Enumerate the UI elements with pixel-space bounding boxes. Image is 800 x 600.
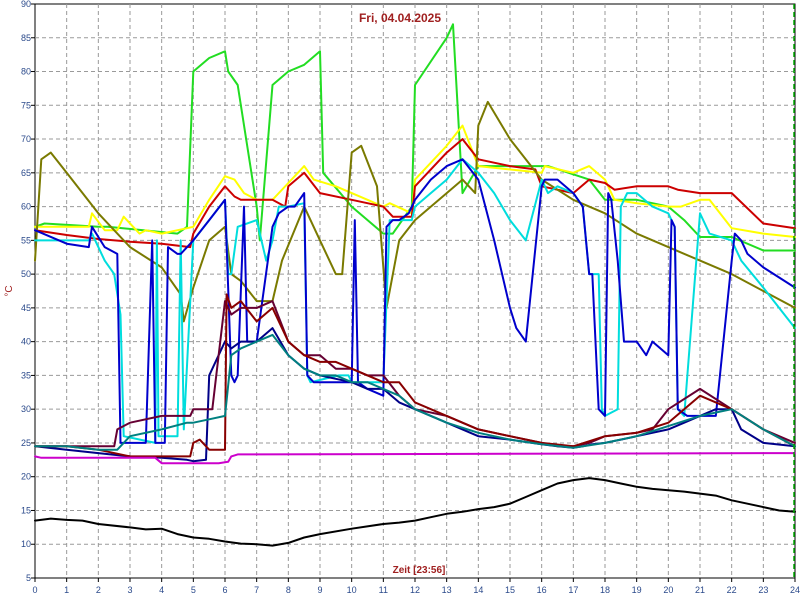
x-tick-label: 19 <box>632 585 642 595</box>
x-tick-label: 15 <box>505 585 515 595</box>
x-tick-label: 17 <box>568 585 578 595</box>
series-line-5 <box>34 158 796 444</box>
y-tick-label: 70 <box>21 134 31 144</box>
y-tick-label: 65 <box>21 168 31 178</box>
x-tick-label: 16 <box>537 585 547 595</box>
x-tick-label: 14 <box>473 585 483 595</box>
y-tick-label: 35 <box>21 370 31 380</box>
series-line-3 <box>34 138 796 249</box>
x-tick-label: 9 <box>317 585 322 595</box>
x-tick-label: 7 <box>254 585 259 595</box>
x-tick-label: 0 <box>32 585 37 595</box>
y-tick-label: 50 <box>21 269 31 279</box>
y-tick-label: 55 <box>21 235 31 245</box>
x-tick-label: 1 <box>64 585 69 595</box>
y-tick-label: 20 <box>21 472 31 482</box>
x-tick-label: 22 <box>727 585 737 595</box>
x-tick-label: 13 <box>442 585 452 595</box>
x-tick-label: 18 <box>600 585 610 595</box>
series-line-6 <box>34 158 796 444</box>
chart-title: Fri, 04.04.2025 <box>359 11 441 25</box>
y-tick-label: 75 <box>21 100 31 110</box>
y-tick-label: 30 <box>21 404 31 414</box>
axes: 0 1 2 3 4 5 6 7 8 9 10 11 12 13 14 15 16 17 18 19 20 21 22 23 24… <box>21 0 800 595</box>
y-tick-label: 90 <box>21 0 31 9</box>
x-tick-label: 8 <box>286 585 291 595</box>
x-tick-label: 10 <box>347 585 357 595</box>
y-axis-label: °C <box>4 285 15 296</box>
x-axis-label: Zeit [23:56] <box>393 565 446 576</box>
y-tick-label: 80 <box>21 67 31 77</box>
x-tick-label: 12 <box>410 585 420 595</box>
x-tick-label: 24 <box>790 585 800 595</box>
y-tick-label: 10 <box>21 539 31 549</box>
x-tick-label: 4 <box>159 585 164 595</box>
y-tick-label: 15 <box>21 505 31 515</box>
y-tick-label: 40 <box>21 337 31 347</box>
y-tick-label: 45 <box>21 303 31 313</box>
x-tick-label: 3 <box>127 585 132 595</box>
x-tick-label: 21 <box>695 585 705 595</box>
x-tick-label: 6 <box>222 585 227 595</box>
series-line-2 <box>34 124 796 238</box>
x-tick-label: 23 <box>758 585 768 595</box>
y-tick-label: 5 <box>26 573 31 583</box>
x-tick-label: 20 <box>663 585 673 595</box>
x-tick-label: 11 <box>379 585 388 595</box>
series-line-11 <box>34 452 796 465</box>
x-tick-label: 2 <box>96 585 101 595</box>
series-layer <box>34 23 796 547</box>
y-tick-label: 60 <box>21 202 31 212</box>
y-tick-label: 25 <box>21 438 31 448</box>
y-tick-label: 85 <box>21 33 31 43</box>
series-line-9 <box>34 293 796 458</box>
series-line-12 <box>34 477 796 547</box>
series-line-7 <box>34 327 796 463</box>
x-tick-label: 5 <box>191 585 196 595</box>
series-line-1 <box>34 23 796 252</box>
series-line-10 <box>34 333 796 451</box>
